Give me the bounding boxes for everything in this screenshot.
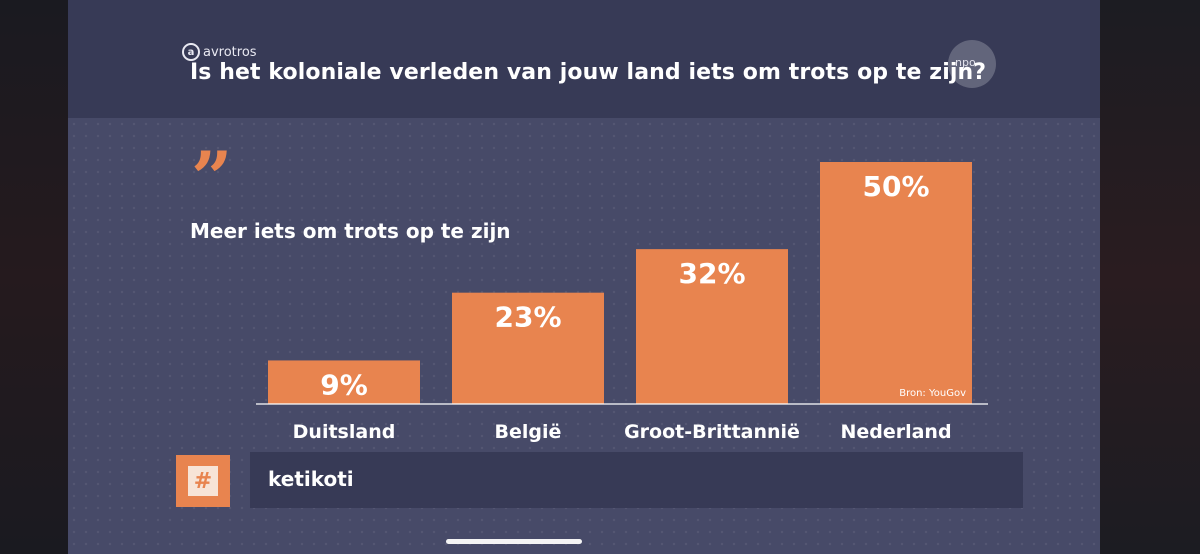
bar-value-label: 9%	[320, 368, 368, 401]
avrotros-logo-text: avrotros	[203, 44, 257, 60]
bar-duitsland	[268, 360, 420, 404]
question-title: Is het koloniale verleden van jouw land …	[190, 60, 987, 85]
bar-value-label: 50%	[862, 170, 929, 203]
npo-logo-text: npo	[955, 56, 976, 69]
avrotros-logo-mark: a	[182, 43, 200, 61]
hashtag-text: ketikoti	[268, 467, 354, 491]
npo-channel-logo: npo	[948, 40, 996, 88]
category-label: Nederland	[840, 421, 951, 443]
bar-value-label: 23%	[494, 301, 561, 334]
bar-chart: 9% Duitsland 23% België 32% Groot-Brittannië 5…	[256, 162, 988, 443]
chart-subtitle: Meer iets om trots op te zijn	[190, 219, 511, 243]
right-edge-background	[1100, 0, 1200, 554]
quote-icon: ”	[191, 135, 233, 220]
category-label: Groot-Brittannië	[624, 421, 800, 443]
home-indicator[interactable]	[446, 539, 582, 544]
left-edge-background	[0, 0, 68, 554]
hashtag-icon: #	[188, 466, 218, 496]
category-label: Duitsland	[293, 421, 396, 443]
category-label: België	[495, 421, 562, 443]
hashtag-icon-box: #	[176, 455, 230, 507]
bar-nederland	[820, 162, 972, 404]
bar-groot-brittannië	[636, 249, 788, 404]
tv-graphic-screen: a avrotros npo Is het koloniale verleden…	[68, 0, 1100, 554]
hashtag-bar: ketikoti	[250, 452, 1023, 508]
avrotros-logo: a avrotros	[182, 43, 257, 61]
bar-value-label: 32%	[678, 257, 745, 290]
bar-belgië	[452, 292, 604, 404]
header-band	[68, 0, 1100, 118]
source-note: Bron: YouGov	[899, 388, 966, 399]
